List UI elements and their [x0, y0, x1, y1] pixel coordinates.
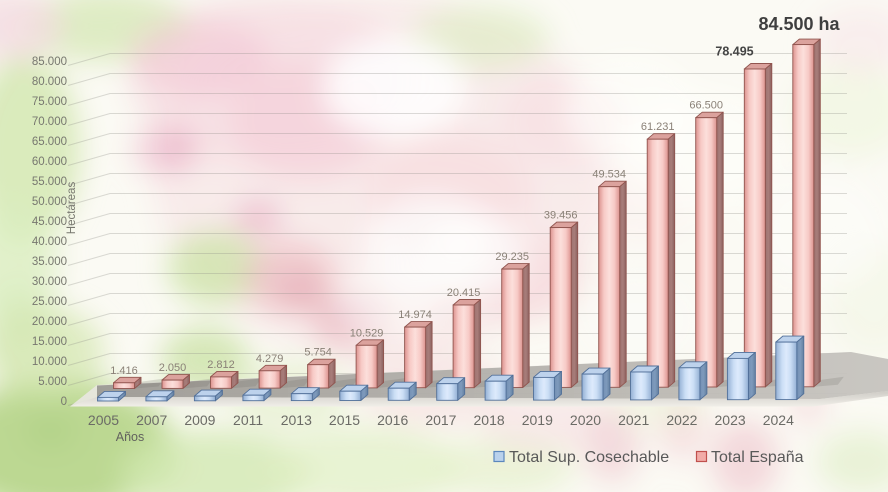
svg-text:5.000: 5.000 [38, 376, 67, 388]
svg-text:49.534: 49.534 [592, 169, 626, 181]
svg-text:39.456: 39.456 [544, 210, 578, 222]
svg-text:Total España: Total España [711, 449, 804, 466]
svg-text:Hectáreas: Hectáreas [66, 182, 78, 235]
svg-text:2020: 2020 [570, 412, 601, 428]
svg-text:2009: 2009 [184, 412, 215, 428]
svg-text:2013: 2013 [281, 412, 312, 428]
svg-text:30.000: 30.000 [32, 276, 67, 288]
svg-text:2017: 2017 [425, 412, 456, 428]
svg-text:85.000: 85.000 [32, 56, 67, 68]
svg-text:70.000: 70.000 [32, 116, 67, 128]
svg-text:66.500: 66.500 [689, 100, 723, 112]
svg-text:Años: Años [116, 430, 145, 444]
svg-text:1.416: 1.416 [110, 365, 138, 377]
svg-text:61.231: 61.231 [641, 121, 675, 133]
svg-text:50.000: 50.000 [32, 196, 67, 208]
svg-text:2016: 2016 [377, 412, 408, 428]
svg-text:10.529: 10.529 [350, 327, 384, 339]
svg-text:35.000: 35.000 [32, 256, 67, 268]
svg-text:10.000: 10.000 [32, 356, 67, 368]
svg-text:4.279: 4.279 [256, 353, 284, 365]
svg-text:25.000: 25.000 [32, 296, 67, 308]
svg-text:2015: 2015 [329, 412, 360, 428]
svg-text:2011: 2011 [233, 412, 263, 428]
svg-text:2.812: 2.812 [207, 359, 235, 371]
svg-text:20.415: 20.415 [447, 287, 481, 299]
svg-text:78.495: 78.495 [715, 45, 753, 59]
svg-text:Total Sup. Cosechable: Total Sup. Cosechable [509, 449, 669, 466]
svg-text:29.235: 29.235 [495, 251, 529, 263]
svg-text:2019: 2019 [522, 412, 553, 428]
svg-text:2022: 2022 [666, 412, 697, 428]
svg-text:84.500 ha: 84.500 ha [758, 14, 840, 34]
svg-text:2018: 2018 [474, 412, 505, 428]
svg-text:5.754: 5.754 [304, 347, 332, 359]
svg-text:14.974: 14.974 [398, 309, 432, 321]
svg-text:45.000: 45.000 [32, 216, 67, 228]
svg-text:0: 0 [61, 396, 67, 408]
svg-text:75.000: 75.000 [32, 96, 67, 108]
svg-text:2.050: 2.050 [159, 362, 187, 374]
svg-text:65.000: 65.000 [32, 136, 67, 148]
svg-text:60.000: 60.000 [32, 156, 67, 168]
svg-text:15.000: 15.000 [32, 336, 67, 348]
svg-text:20.000: 20.000 [32, 316, 67, 328]
svg-text:2023: 2023 [715, 412, 746, 428]
svg-text:55.000: 55.000 [32, 176, 67, 188]
svg-text:2024: 2024 [763, 412, 794, 428]
svg-text:40.000: 40.000 [32, 236, 67, 248]
svg-text:2007: 2007 [136, 412, 167, 428]
svg-text:2021: 2021 [618, 412, 649, 428]
svg-text:80.000: 80.000 [32, 76, 67, 88]
svg-text:2005: 2005 [88, 412, 119, 428]
